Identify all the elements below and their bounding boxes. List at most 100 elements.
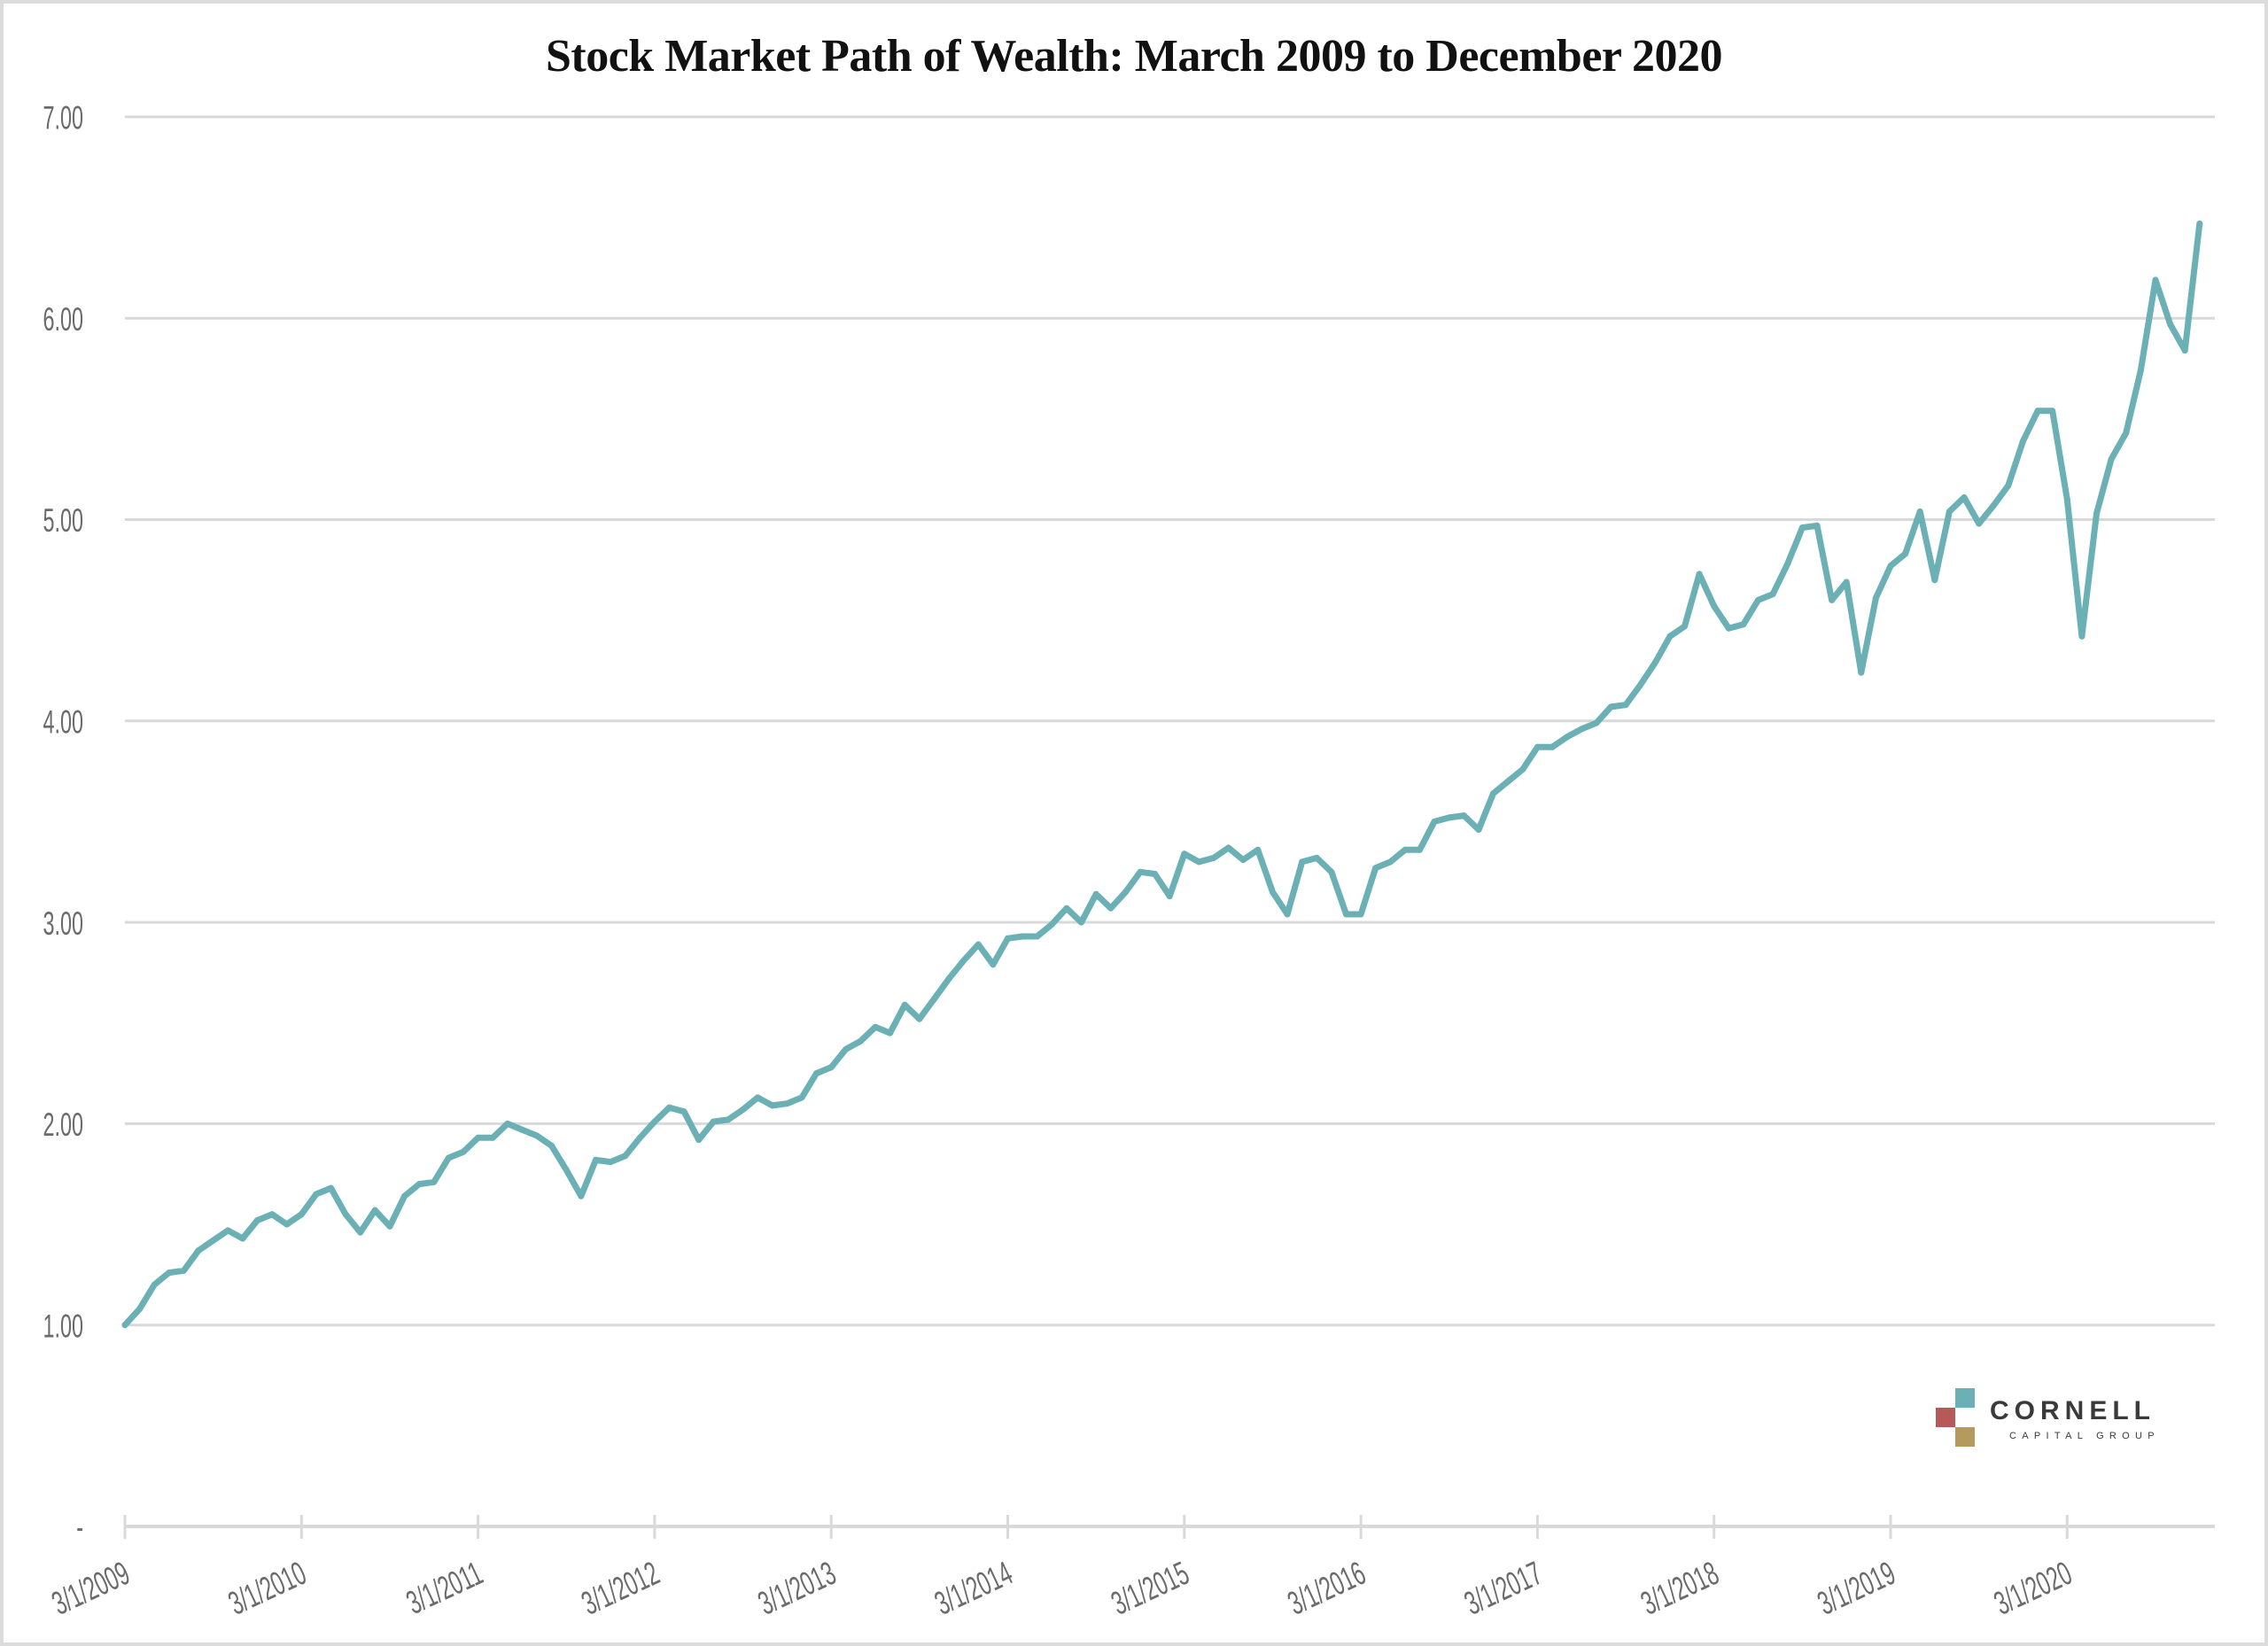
data-point: [1475, 827, 1482, 833]
data-point: [1814, 522, 1821, 529]
data-point: [1666, 633, 1674, 640]
data-point: [931, 996, 937, 1002]
gridlines: [125, 115, 2215, 1327]
data-point: [2137, 367, 2144, 374]
data-point: [1005, 935, 1011, 942]
data-point: [916, 1015, 923, 1022]
data-point: [1210, 854, 1217, 861]
data-point: [901, 1001, 908, 1008]
data-point: [1961, 494, 1968, 501]
data-point: [1431, 818, 1438, 825]
data-point: [1711, 602, 1718, 609]
data-point: [1549, 743, 1556, 750]
data-point: [1254, 846, 1262, 853]
cornell-capital-group-logo: CORNELL CAPITAL GROUP: [1931, 1384, 2197, 1455]
logo-name: CORNELL: [1990, 1396, 2155, 1425]
data-point: [1946, 508, 1953, 515]
x-tick-label: 3/1/2015: [1106, 1555, 1194, 1623]
data-point: [2196, 220, 2203, 227]
x-tick-label: 3/1/2020: [1989, 1555, 2078, 1623]
data-point: [489, 1134, 496, 1141]
logo-square-teal: [1955, 1388, 1975, 1408]
logo-square-gold: [1955, 1427, 1975, 1447]
logo-square-red: [1936, 1408, 1955, 1427]
data-point: [1829, 596, 1836, 603]
data-point: [1402, 846, 1409, 853]
data-point: [1417, 846, 1423, 853]
data-point: [1313, 854, 1320, 861]
data-point: [2152, 276, 2159, 283]
series-points: [121, 220, 2203, 1329]
data-point: [1195, 858, 1202, 866]
data-point: [1564, 734, 1571, 741]
data-point: [166, 1269, 173, 1277]
data-point: [136, 1306, 144, 1312]
data-point: [2063, 496, 2070, 503]
data-point: [651, 1118, 658, 1125]
data-point: [504, 1120, 511, 1127]
data-point: [1651, 659, 1658, 666]
data-point: [1386, 858, 1394, 866]
data-point: [239, 1235, 246, 1242]
data-point: [1622, 702, 1629, 709]
data-point: [1769, 591, 1776, 598]
data-point: [284, 1221, 291, 1228]
data-point: [1593, 719, 1600, 726]
x-tick-label: 3/1/2012: [576, 1555, 664, 1623]
data-point: [475, 1134, 482, 1141]
data-point: [401, 1192, 408, 1200]
data-point: [1372, 865, 1379, 872]
data-point: [1299, 858, 1306, 866]
x-tick-label: 3/1/2013: [752, 1555, 841, 1623]
data-point: [1696, 571, 1703, 578]
data-point: [1152, 871, 1159, 877]
y-tick-label: 6.00: [43, 300, 83, 338]
y-axis-tick-labels: - 1.00 2.00 3.00 4.00 5.00 6.00 7.00: [43, 99, 83, 1546]
data-point: [328, 1184, 334, 1192]
data-point: [1239, 857, 1247, 864]
data-point: [1446, 814, 1453, 821]
data-point: [593, 1156, 599, 1163]
data-point: [2034, 408, 2041, 415]
data-point: [298, 1211, 305, 1218]
data-point: [2123, 430, 2130, 437]
data-point: [960, 957, 967, 964]
data-point: [1063, 905, 1070, 912]
data-point: [1798, 524, 1806, 532]
data-point: [1460, 812, 1467, 819]
data-point: [1784, 561, 1791, 567]
data-point: [1078, 919, 1084, 926]
data-point: [2005, 482, 2012, 489]
data-point: [1048, 920, 1055, 928]
data-point: [342, 1211, 349, 1218]
data-point: [180, 1267, 187, 1274]
data-point: [1607, 703, 1614, 710]
x-tick-label: 3/1/2018: [1635, 1555, 1724, 1623]
data-point: [1107, 905, 1115, 912]
data-point: [2181, 347, 2188, 354]
data-point: [1343, 911, 1349, 918]
x-tick-label: 3/1/2019: [1812, 1555, 1900, 1623]
data-point: [2108, 455, 2115, 462]
data-point: [1976, 520, 1983, 527]
data-point: [2078, 633, 2085, 640]
data-point: [1490, 790, 1497, 797]
data-point: [636, 1134, 643, 1141]
y-tick-label: 5.00: [43, 502, 83, 540]
data-point: [224, 1227, 231, 1234]
data-point: [1578, 726, 1585, 733]
x-tick-label: 3/1/2016: [1282, 1555, 1371, 1623]
data-point: [1887, 563, 1894, 570]
data-point: [445, 1154, 452, 1161]
data-point: [1034, 933, 1041, 940]
x-axis: [123, 1515, 2215, 1539]
data-point: [887, 1029, 894, 1037]
data-point: [740, 1106, 747, 1113]
data-point: [622, 1153, 629, 1160]
data-point: [1519, 765, 1526, 773]
data-point: [843, 1045, 850, 1052]
x-axis-tick-labels: 3/1/2009 3/1/2010 3/1/2011 3/1/2012 3/1/2013…: [46, 1555, 2078, 1623]
y-tick-label: 7.00: [43, 99, 83, 136]
data-point: [386, 1223, 393, 1230]
